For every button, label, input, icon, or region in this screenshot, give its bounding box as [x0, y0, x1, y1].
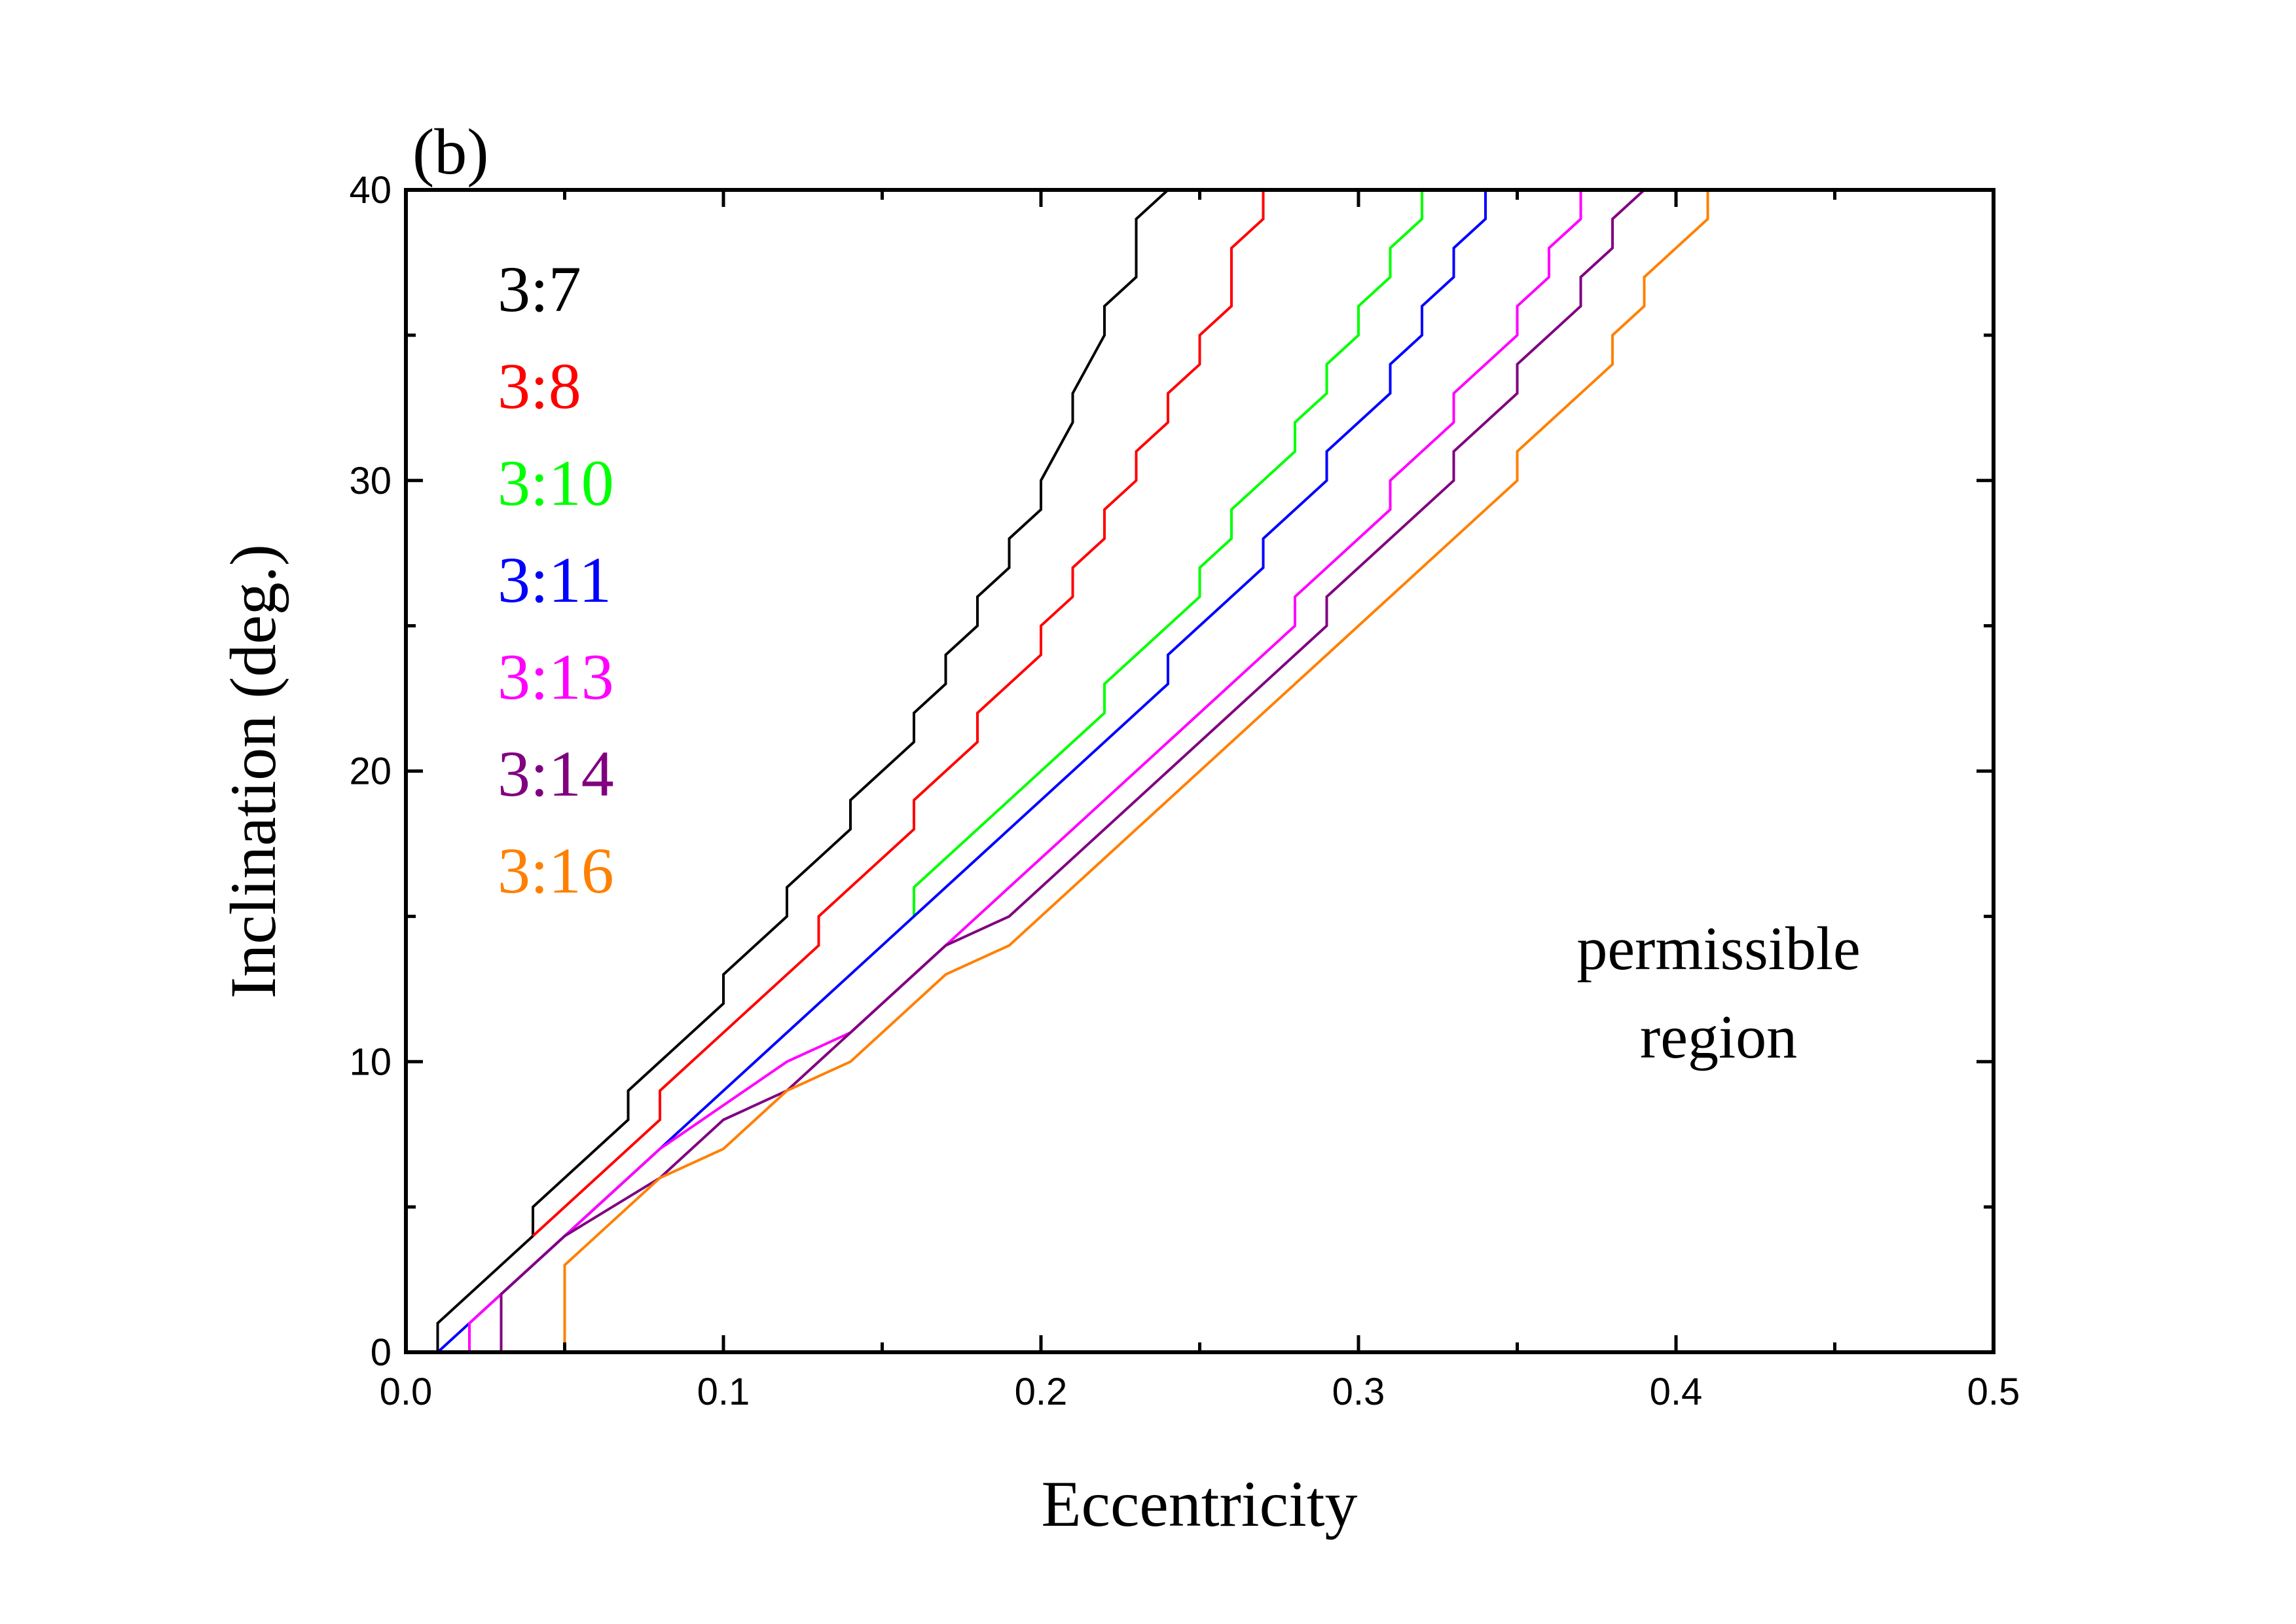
series-line-3-16	[563, 190, 1709, 1352]
y-tick-label: 10	[349, 1041, 392, 1083]
label-layer: 0.0 0.1 0.2 0.3 0.4 0.5 0 10 20 30 40	[349, 169, 2020, 1413]
tick-layer	[404, 188, 1995, 1354]
legend-entry-3-11: 3:11	[498, 544, 611, 616]
y-axis-title: Inclination (deg.)	[217, 544, 289, 999]
y-tick-label: 0	[371, 1331, 392, 1374]
series-line-3-11	[437, 190, 1487, 1354]
x-tick-label: 0.5	[1967, 1371, 2020, 1413]
y-tick-label: 20	[349, 750, 392, 793]
x-tick-label: 0.3	[1332, 1371, 1385, 1413]
y-tick-label: 40	[349, 169, 392, 212]
legend-entry-3-14: 3:14	[498, 737, 614, 810]
series-layer	[436, 189, 1709, 1354]
x-axis-title: Eccentricity	[1041, 1467, 1357, 1540]
annotation-line-1: permissible	[1576, 915, 1860, 983]
y-tick-label: 30	[349, 460, 392, 502]
x-tick-label: 0.0	[380, 1371, 433, 1413]
series-line-3-7	[436, 189, 1169, 1352]
x-tick-label: 0.1	[697, 1371, 750, 1413]
legend-entry-3-16: 3:16	[498, 834, 614, 907]
legend-entry-3-8: 3:8	[498, 350, 581, 422]
legend-entry-3-7: 3:7	[498, 253, 581, 325]
legend-entry-3-13: 3:13	[498, 640, 614, 713]
panel-label: (b)	[412, 115, 489, 188]
series-line-3-8	[532, 190, 1265, 1237]
x-tick-label: 0.4	[1650, 1371, 1703, 1413]
series-line-3-10	[913, 190, 1423, 917]
legend-entry-3-10: 3:10	[498, 447, 614, 519]
x-tick-label: 0.2	[1015, 1371, 1068, 1413]
annotation-line-2: region	[1640, 1003, 1797, 1071]
series-line-3-13	[468, 190, 1582, 1352]
legend: 3:7 3:8 3:10 3:11 3:13 3:14 3:16	[498, 253, 614, 907]
